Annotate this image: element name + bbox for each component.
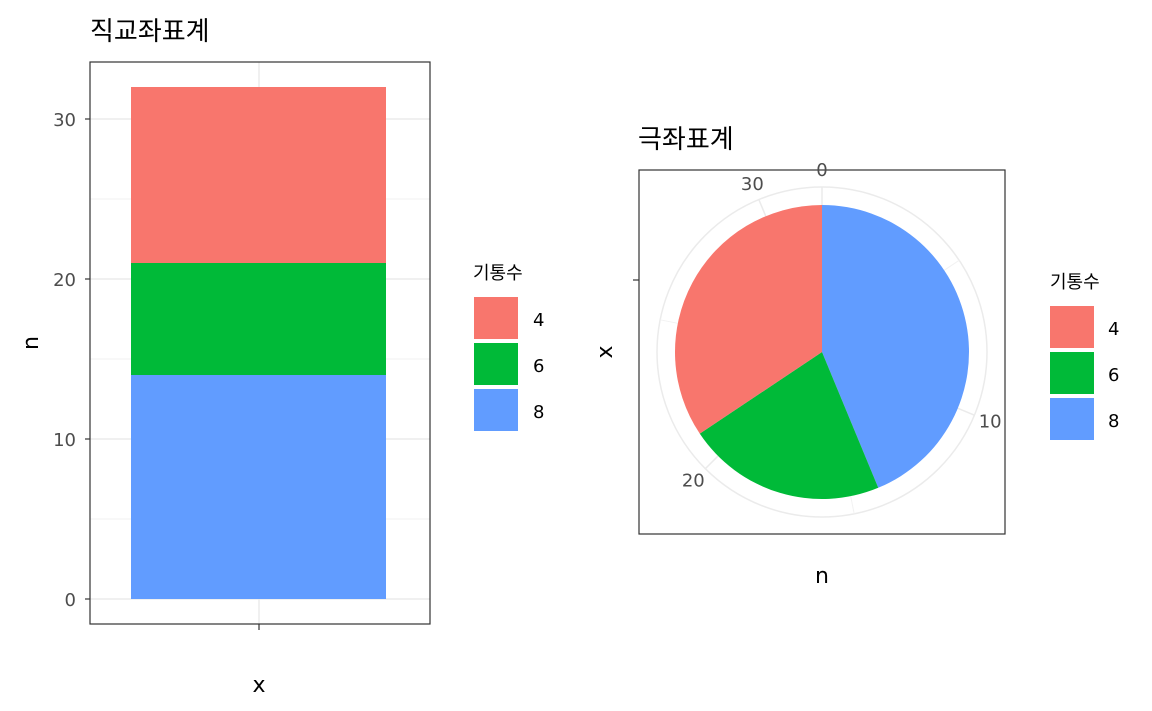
polar-legend-label-4: 4 <box>1108 319 1119 340</box>
polar-legend-label-6: 6 <box>1108 365 1119 386</box>
legend-key-4 <box>474 297 518 339</box>
polar-tick-label-30: 30 <box>741 174 764 195</box>
pie-slice-4 <box>675 205 822 434</box>
polar-legend-key-4 <box>1050 306 1094 348</box>
cartesian-title: 직교좌표계 <box>90 17 210 47</box>
polar-legend: 기통수 4 6 8 <box>1050 272 1119 440</box>
cartesian-y-axis-title: n <box>19 336 44 350</box>
y-tick-label-20: 20 <box>53 270 76 291</box>
polar-chart: 극좌표계 0 10 20 30 n x 기통수 4 6 8 <box>593 125 1119 589</box>
polar-x-axis-title: n <box>815 564 829 589</box>
polar-legend-key-6 <box>1050 352 1094 394</box>
pie-slice-8 <box>822 205 970 488</box>
cartesian-legend-title: 기통수 <box>473 263 523 284</box>
legend-label-6: 6 <box>533 356 544 377</box>
bar-segment-6 <box>131 263 386 375</box>
bar-segment-8 <box>131 375 386 599</box>
polar-legend-label-8: 8 <box>1108 411 1119 432</box>
polar-angular-ticks: 0 10 20 30 <box>682 160 1002 492</box>
pie-slice-6 <box>699 352 879 499</box>
polar-tick-label-10: 10 <box>979 412 1002 433</box>
polar-tick-label-20: 20 <box>682 471 705 492</box>
y-tick-label-30: 30 <box>53 110 76 131</box>
cartesian-bar-stack <box>131 87 386 599</box>
cartesian-y-axis: 0 10 20 30 <box>53 110 90 611</box>
polar-tick-label-0: 0 <box>816 160 827 181</box>
polar-panel-border <box>638 169 1006 535</box>
legend-key-6 <box>474 343 518 385</box>
legend-key-8 <box>474 389 518 431</box>
cartesian-panel-border <box>89 61 431 625</box>
polar-pie-slices <box>675 205 970 499</box>
polar-legend-key-8 <box>1050 398 1094 440</box>
legend-label-8: 8 <box>533 402 544 423</box>
y-tick-label-0: 0 <box>65 590 76 611</box>
legend-label-4: 4 <box>533 310 544 331</box>
polar-legend-title: 기통수 <box>1050 272 1100 293</box>
polar-y-axis-title: x <box>593 345 618 358</box>
cartesian-x-axis-title: x <box>252 673 265 698</box>
polar-title: 극좌표계 <box>638 125 734 155</box>
cartesian-legend: 기통수 4 6 8 <box>473 263 544 431</box>
bar-segment-4 <box>131 87 386 263</box>
cartesian-chart: 직교좌표계 0 10 20 30 x n <box>19 17 544 698</box>
y-tick-label-10: 10 <box>53 430 76 451</box>
